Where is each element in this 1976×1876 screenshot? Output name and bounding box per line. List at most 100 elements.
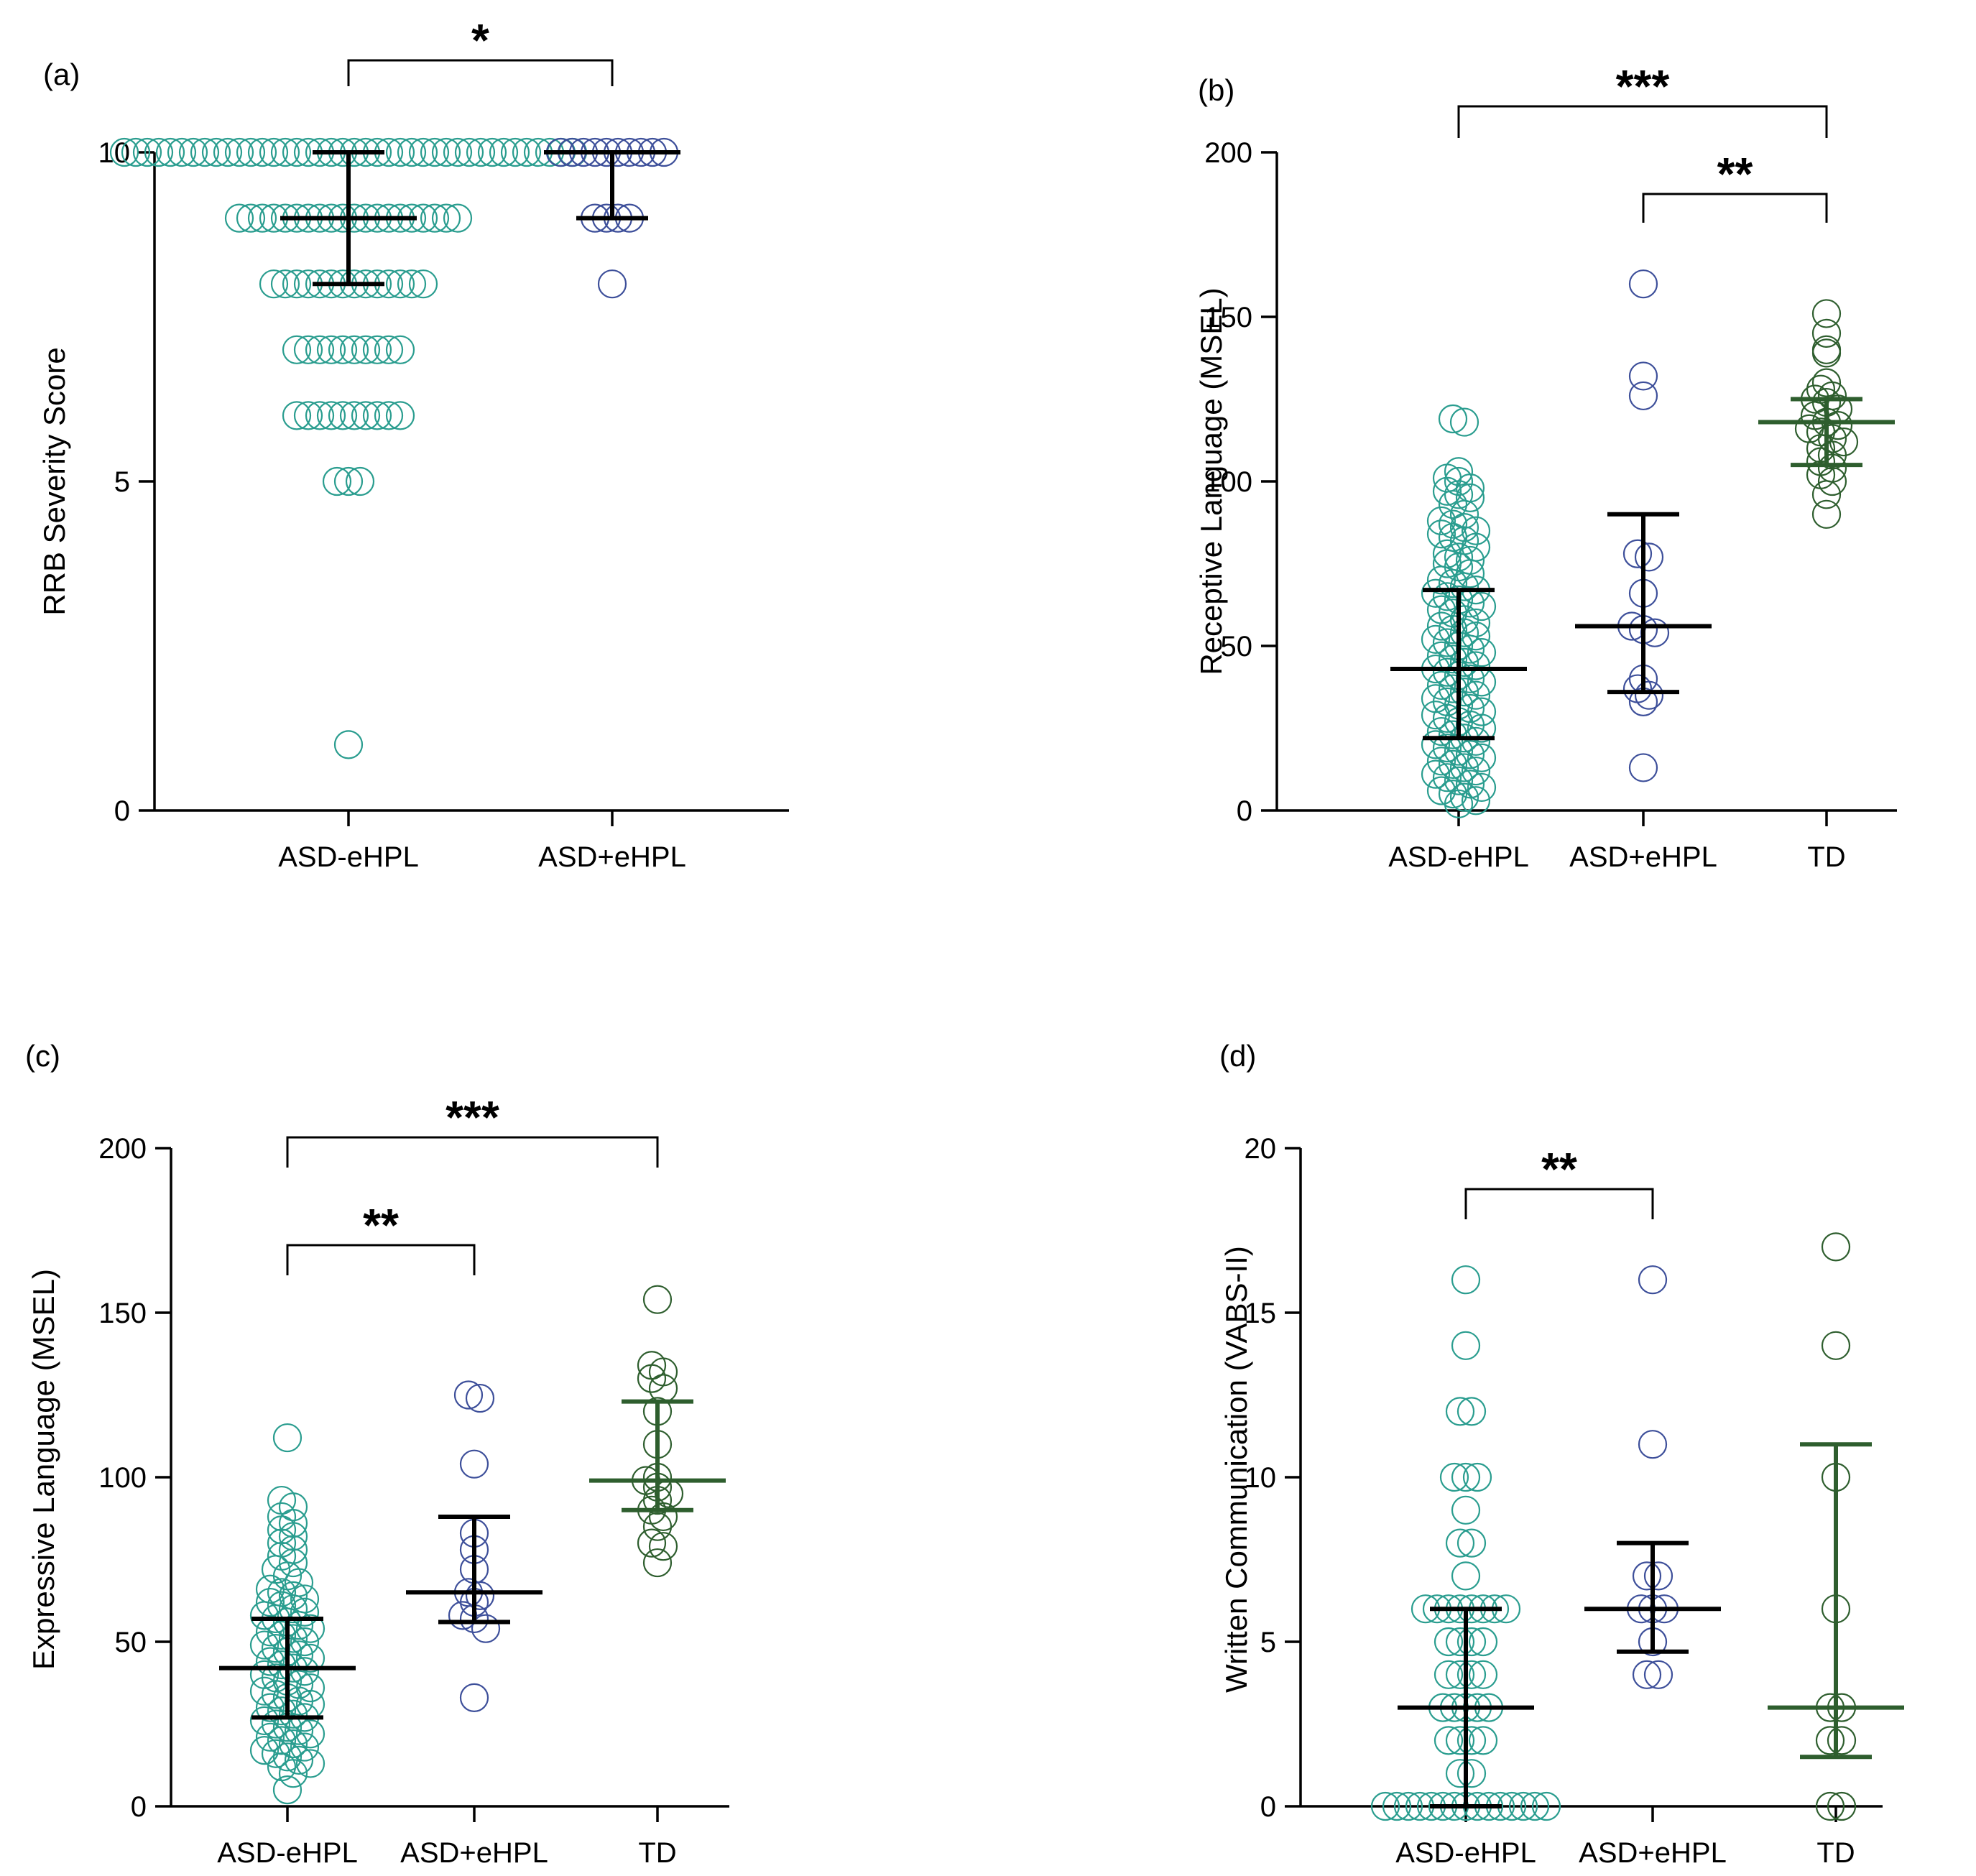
data-point xyxy=(249,1676,280,1706)
data-point xyxy=(249,1630,280,1660)
data-point xyxy=(420,203,450,233)
data-point xyxy=(1628,381,1658,411)
data-point xyxy=(333,730,364,759)
data-point xyxy=(1811,338,1842,368)
data-point xyxy=(282,137,312,167)
data-point xyxy=(290,1627,320,1657)
data-point xyxy=(1421,730,1451,759)
panel-a: (a) RRB Severity Score 0 5 10 ASD-eHPL ASD+eHP… xyxy=(37,14,789,873)
data-point xyxy=(374,401,404,430)
data-point xyxy=(293,335,323,364)
data-point xyxy=(408,269,438,299)
data-point xyxy=(167,137,197,167)
data-point xyxy=(1520,1791,1550,1821)
data-point xyxy=(1432,763,1462,793)
data-point xyxy=(397,137,427,167)
data-point xyxy=(328,335,358,364)
data-point xyxy=(1811,318,1842,348)
data-point xyxy=(385,269,415,299)
data-point xyxy=(374,335,404,364)
x-tick-label: ASD-eHPL xyxy=(278,841,419,873)
data-point xyxy=(1426,611,1456,641)
significance-bracket xyxy=(1457,105,1828,138)
data-point xyxy=(1461,786,1491,815)
data-point xyxy=(1445,1726,1475,1755)
data-point xyxy=(1638,1265,1668,1295)
data-point xyxy=(408,137,438,167)
data-point xyxy=(1449,407,1479,437)
data-point xyxy=(1438,779,1468,809)
data-point xyxy=(316,335,346,364)
significance-bracket xyxy=(1642,193,1828,223)
data-point xyxy=(190,137,220,167)
data-point xyxy=(272,1423,303,1453)
data-point xyxy=(236,203,266,233)
data-point xyxy=(1508,1791,1538,1821)
data-point xyxy=(213,137,243,167)
data-point xyxy=(1461,622,1491,651)
data-point xyxy=(1811,368,1842,397)
data-point xyxy=(284,1745,314,1775)
data-point xyxy=(1382,1791,1412,1821)
panel-label-d: (d) xyxy=(1219,1039,1256,1073)
data-point xyxy=(272,1742,303,1772)
data-point xyxy=(316,401,346,430)
data-point xyxy=(255,1647,285,1676)
data-point xyxy=(1449,782,1479,812)
data-point xyxy=(1426,506,1456,536)
y-axis-title: Receptive Language (MSEL) xyxy=(1194,287,1228,675)
significance-stars: *** xyxy=(1616,60,1670,112)
data-point xyxy=(1811,480,1842,509)
data-point xyxy=(489,137,519,167)
data-point xyxy=(155,137,185,167)
data-point xyxy=(1449,499,1479,529)
data-point xyxy=(1461,680,1491,710)
data-point xyxy=(465,1581,495,1610)
data-point xyxy=(642,1548,673,1578)
data-point xyxy=(345,466,375,496)
data-point xyxy=(1449,647,1479,678)
data-point xyxy=(282,269,312,299)
data-point xyxy=(255,1587,285,1617)
data-point xyxy=(247,137,277,167)
data-point xyxy=(1461,516,1491,545)
y-axis-title: Written Communication (VABS-II) xyxy=(1219,1246,1253,1693)
data-point xyxy=(459,1449,489,1479)
data-point xyxy=(1451,1462,1481,1492)
x-tick-label: TD xyxy=(1807,841,1845,873)
data-point xyxy=(290,1732,320,1762)
data-point xyxy=(1393,1791,1423,1821)
data-point xyxy=(1449,618,1479,647)
data-point xyxy=(1622,539,1653,568)
data-point xyxy=(1432,476,1462,506)
data-point xyxy=(1456,1397,1487,1426)
data-point xyxy=(1426,519,1456,549)
data-point xyxy=(132,137,162,167)
data-point xyxy=(339,401,369,430)
data-point xyxy=(295,1614,326,1643)
data-point xyxy=(1421,578,1451,608)
data-point xyxy=(1811,335,1842,364)
y-tick-label: 150 xyxy=(1204,302,1252,333)
data-point xyxy=(1421,759,1451,789)
y-tick-label: 150 xyxy=(98,1298,147,1329)
data-point xyxy=(1815,1726,1845,1755)
x-tick-label: ASD-eHPL xyxy=(1395,1837,1536,1869)
panel-label-a: (a) xyxy=(43,57,80,91)
significance-stars: ** xyxy=(1717,148,1753,200)
data-point xyxy=(637,1528,667,1558)
data-point xyxy=(1462,1462,1492,1492)
data-point xyxy=(267,1726,297,1755)
data-point xyxy=(295,1719,326,1749)
data-point xyxy=(249,1706,280,1736)
data-point xyxy=(249,1736,280,1765)
data-point xyxy=(1632,1660,1662,1689)
data-point xyxy=(1456,1660,1487,1689)
data-point xyxy=(1628,361,1658,391)
data-point xyxy=(1444,766,1474,795)
y-axis-title: Expressive Language (MSEL) xyxy=(27,1269,60,1670)
data-point xyxy=(224,137,254,167)
data-point xyxy=(459,1683,489,1712)
data-point xyxy=(278,1548,308,1578)
data-point xyxy=(270,137,300,167)
